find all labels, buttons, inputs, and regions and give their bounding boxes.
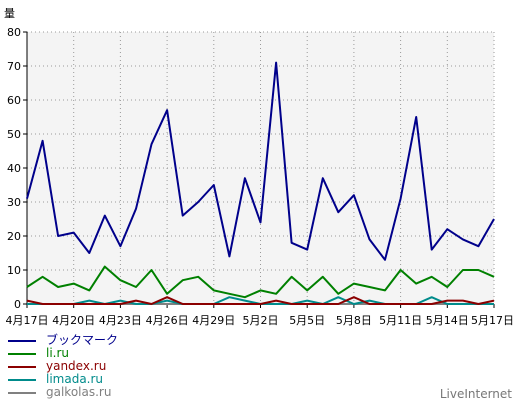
y-tick-label: 30 xyxy=(7,196,21,209)
x-tick-label: 4月20日 xyxy=(52,314,95,327)
series-line-yandex.ru xyxy=(26,296,495,305)
grid xyxy=(27,31,495,304)
y-tick-label: 40 xyxy=(7,162,21,175)
y-tick-label: 20 xyxy=(7,230,21,243)
x-tick-label: 4月17日 xyxy=(6,314,49,327)
legend: ブックマーク li.ru yandex.ru limada.ru galkolas.ru xyxy=(8,334,118,399)
legend-swatch xyxy=(8,391,36,394)
brand-label: LiveInternet xyxy=(439,387,512,401)
x-tick-label: 5月14日 xyxy=(426,314,469,327)
legend-swatch xyxy=(8,352,36,355)
y-tick-label: 0 xyxy=(14,298,21,311)
legend-item: yandex.ru xyxy=(8,360,118,373)
x-tick-label: 5月5日 xyxy=(289,314,325,327)
series-group xyxy=(26,61,495,305)
legend-label: limada.ru xyxy=(46,372,104,386)
series-line-ブックマーク xyxy=(26,61,495,261)
legend-label: galkolas.ru xyxy=(46,385,112,399)
y-tick-label: 50 xyxy=(7,128,21,141)
y-tick-label: 70 xyxy=(7,60,21,73)
legend-swatch xyxy=(8,339,36,342)
x-tick-label: 5月11日 xyxy=(379,314,422,327)
x-tick-label: 4月23日 xyxy=(99,314,142,327)
legend-label: li.ru xyxy=(46,346,70,360)
y-axis-label: 量 xyxy=(4,7,15,20)
y-tick-label: 60 xyxy=(7,94,21,107)
y-tick-label: 10 xyxy=(7,264,21,277)
legend-swatch xyxy=(8,365,36,368)
series-line-li.ru xyxy=(26,265,495,299)
y-tick-label: 80 xyxy=(7,26,21,39)
x-tick-label: 4月29日 xyxy=(192,314,235,327)
legend-item: ブックマーク xyxy=(8,334,118,347)
line-chart: 0 10 20 30 40 50 60 70 80 4月17日 4月20日 4月23日 4月26日 4月2… xyxy=(4,7,514,327)
x-tick-label: 5月8日 xyxy=(336,314,372,327)
legend-label: yandex.ru xyxy=(46,359,107,373)
legend-swatch xyxy=(8,378,36,381)
x-tick-label: 5月17日 xyxy=(471,314,514,327)
legend-item: limada.ru xyxy=(8,373,118,386)
legend-item: li.ru xyxy=(8,347,118,360)
x-tick-label: 4月26日 xyxy=(146,314,189,327)
legend-item: galkolas.ru xyxy=(8,386,118,399)
x-tick-label: 5月2日 xyxy=(243,314,279,327)
legend-label: ブックマーク xyxy=(46,333,119,347)
